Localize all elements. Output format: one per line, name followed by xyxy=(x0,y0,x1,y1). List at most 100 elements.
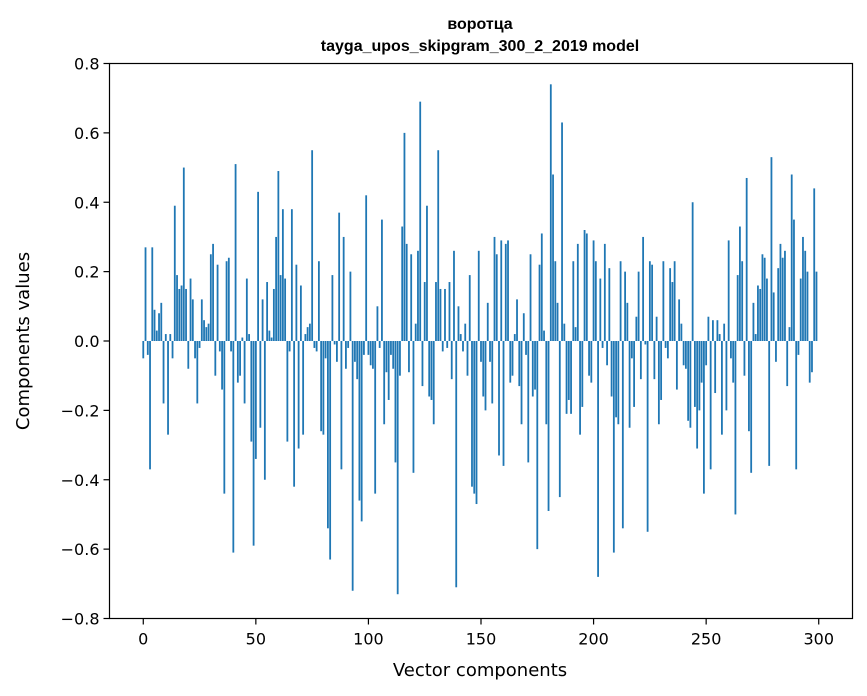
bar xyxy=(446,341,449,348)
bar xyxy=(500,240,503,341)
bar xyxy=(741,261,744,341)
bar xyxy=(439,288,442,341)
bar xyxy=(712,320,714,341)
y-tick-label: −0.8 xyxy=(61,610,100,629)
bar xyxy=(207,323,210,341)
bar xyxy=(250,341,253,442)
bar xyxy=(561,122,563,341)
bar xyxy=(257,191,259,341)
bar xyxy=(223,341,226,494)
bar xyxy=(527,341,530,463)
bar xyxy=(153,309,156,341)
bar xyxy=(182,167,185,341)
y-tick-label: −0.6 xyxy=(61,540,100,559)
bar xyxy=(297,341,300,449)
bar xyxy=(336,341,338,362)
bar xyxy=(272,288,275,341)
bar xyxy=(696,341,699,449)
bar xyxy=(493,236,496,341)
bar xyxy=(293,341,296,487)
y-tick-label: 0.0 xyxy=(74,332,99,351)
bar xyxy=(639,341,642,380)
bar xyxy=(232,341,235,553)
bar xyxy=(354,341,356,362)
bar xyxy=(286,341,289,442)
bar xyxy=(374,341,377,494)
bar xyxy=(347,341,350,348)
bar xyxy=(173,205,176,341)
bar xyxy=(414,323,417,341)
bar xyxy=(522,313,525,341)
bar xyxy=(376,306,379,341)
bar xyxy=(534,341,536,390)
bar xyxy=(772,292,775,341)
bar xyxy=(813,188,816,341)
bar xyxy=(194,341,196,359)
bar xyxy=(239,341,241,376)
bar xyxy=(491,341,494,404)
bar xyxy=(576,243,579,342)
bar xyxy=(795,341,798,470)
bar xyxy=(385,341,388,373)
bar xyxy=(464,323,467,341)
bar xyxy=(241,337,244,341)
bar xyxy=(405,243,408,342)
bar xyxy=(259,341,262,428)
bar xyxy=(790,174,793,341)
bar xyxy=(403,132,406,341)
bar xyxy=(703,341,705,494)
bar xyxy=(734,341,737,515)
bar xyxy=(453,250,455,341)
bar xyxy=(525,341,527,355)
bar xyxy=(619,261,622,341)
bar xyxy=(167,341,169,435)
bar xyxy=(594,261,597,341)
bar xyxy=(628,341,631,428)
bar xyxy=(777,268,780,341)
bar xyxy=(779,243,782,342)
bar xyxy=(543,330,545,341)
bar xyxy=(806,271,809,342)
bar xyxy=(768,341,771,466)
bar xyxy=(268,330,271,341)
bar xyxy=(169,334,172,341)
bar xyxy=(556,302,559,341)
bar xyxy=(421,341,424,387)
bar xyxy=(455,341,458,588)
bar xyxy=(196,341,199,404)
bar xyxy=(748,341,750,432)
bar xyxy=(162,341,165,404)
bar xyxy=(784,250,786,341)
bar xyxy=(662,261,665,341)
bar xyxy=(432,341,435,425)
bar xyxy=(592,240,595,341)
bar xyxy=(507,240,509,341)
bar xyxy=(225,261,228,341)
bar xyxy=(633,341,635,407)
bar xyxy=(216,264,219,341)
bar xyxy=(788,327,791,342)
bar xyxy=(675,341,678,390)
bar xyxy=(802,236,804,341)
bar xyxy=(324,341,327,359)
bar xyxy=(315,341,318,352)
bar xyxy=(437,150,440,341)
bar xyxy=(603,243,606,342)
y-axis-ticks: −0.8 −0.6 −0.4 −0.2 0.0 0.2 0.4 0.6 0.8 xyxy=(61,55,110,629)
bar xyxy=(648,261,651,341)
bar xyxy=(759,288,762,341)
bar xyxy=(178,288,181,341)
bar xyxy=(518,341,521,387)
bar xyxy=(430,341,433,400)
bar xyxy=(203,320,205,341)
bar xyxy=(714,341,717,394)
bar xyxy=(363,341,365,355)
bar xyxy=(558,341,561,498)
bar xyxy=(520,341,523,425)
bar xyxy=(320,341,323,432)
bar xyxy=(671,282,674,341)
bar xyxy=(221,341,223,390)
bar xyxy=(707,316,710,341)
bar xyxy=(378,341,381,348)
